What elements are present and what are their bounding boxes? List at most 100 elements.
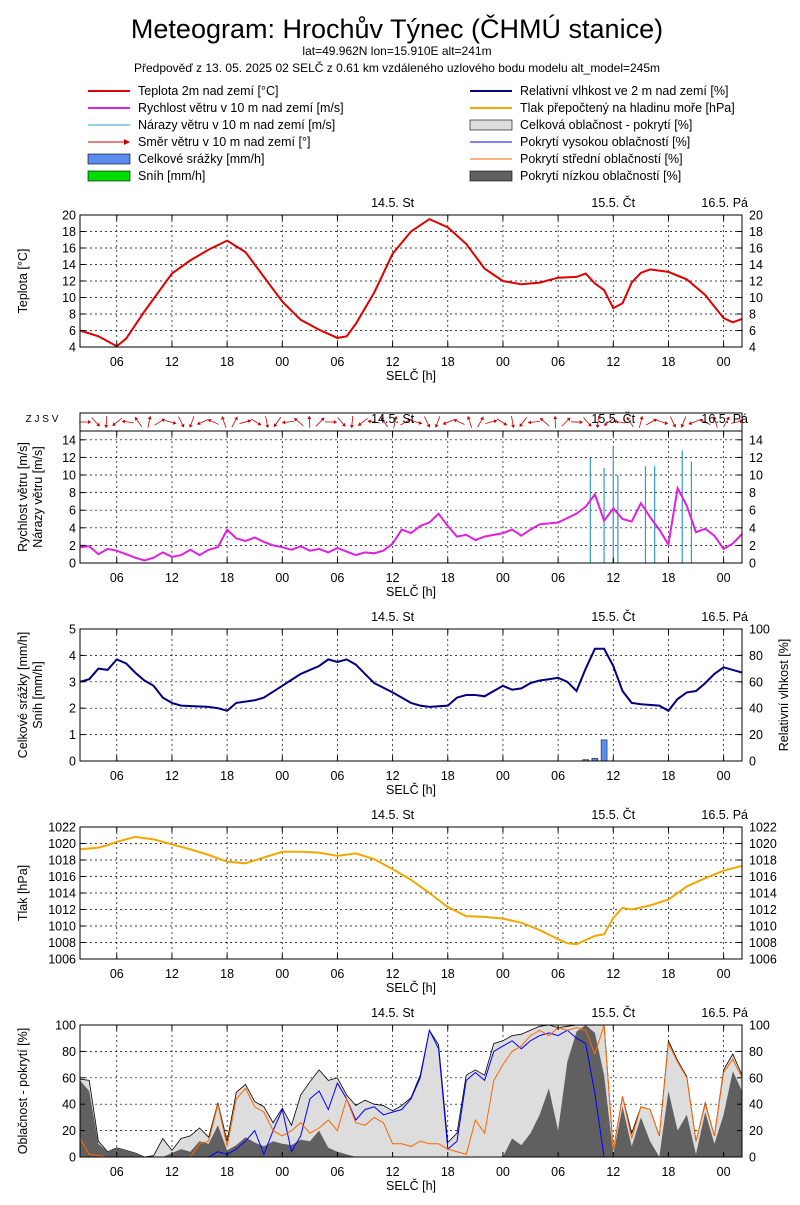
y-tick-label: 14 [62, 433, 76, 447]
x-tick-label: 12 [165, 355, 179, 369]
legend-swatch [88, 171, 130, 181]
x-tick-label: 00 [496, 355, 510, 369]
y-tick-label-right: 40 [749, 702, 763, 716]
x-tick-label: 18 [661, 355, 675, 369]
wind-direction-arrow [104, 416, 109, 428]
y-tick-label: 20 [62, 209, 76, 223]
x-tick-label: 06 [330, 1165, 344, 1179]
y-tick-label: 1008 [48, 936, 76, 950]
y-tick-label-right: 6 [749, 504, 756, 518]
y-tick-label: 0 [69, 557, 76, 571]
y-tick-label-right: 20 [749, 728, 763, 742]
x-tick-label: 00 [275, 571, 289, 585]
wind-direction-arrow [90, 416, 101, 428]
x-tick-label: 18 [441, 1165, 455, 1179]
legend-label: Nárazy větru v 10 m nad zemí [m/s] [138, 118, 335, 132]
wind-direction-arrow [314, 416, 325, 427]
wind-direction-arrow [146, 416, 152, 429]
x-tick-label: 06 [551, 967, 565, 981]
wind-direction-arrow [357, 417, 369, 428]
legend-item-right-0: Relativní vlhkost ve 2 m nad zemí [%] [470, 84, 728, 98]
x-tick-label: 18 [441, 355, 455, 369]
x-tick-label: 18 [441, 769, 455, 783]
x-tick-label: 18 [220, 967, 234, 981]
wind-direction-arrow [669, 416, 678, 429]
legend-swatch [88, 154, 130, 164]
wind-direction-arrow [509, 416, 515, 429]
legend-item-left-0: Teplota 2m nad zemí [°C] [88, 84, 278, 98]
wind-direction-arrow [656, 418, 669, 426]
y-tick-label: 10 [62, 291, 76, 305]
wind-direction-arrow [111, 417, 123, 428]
x-axis-label: SELČ [h] [386, 368, 436, 383]
legend-label: Směr větru v 10 m nad zemí [°] [138, 135, 310, 149]
y-tick-label: 20 [62, 1124, 76, 1138]
y-tick-label: 1 [69, 728, 76, 742]
wind-arrow-head [688, 421, 692, 426]
y-tick-label: 16 [62, 242, 76, 256]
x-tick-label: 06 [551, 1165, 565, 1179]
y-tick-label-right: 1022 [749, 821, 777, 835]
day-label: 16.5. Pá [701, 610, 748, 624]
y-axis-label: Tlak [hPa] [16, 865, 30, 921]
day-label: 15.5. Čt [591, 195, 635, 210]
legend-item-left-2: Nárazy větru v 10 m nad zemí [m/s] [88, 118, 335, 132]
y-tick-label: 1012 [48, 903, 76, 917]
day-label: 14.5. St [371, 196, 415, 210]
y-tick-label-right: 80 [749, 649, 763, 663]
wind-direction-arrow [220, 416, 228, 429]
wind-direction-arrow [133, 416, 143, 428]
y-tick-label-right: 8 [749, 486, 756, 500]
x-tick-label: 00 [717, 769, 731, 783]
x-tick-label: 18 [220, 355, 234, 369]
x-tick-label: 00 [717, 1165, 731, 1179]
wind-direction-arrow [688, 418, 701, 426]
y-tick-label: 60 [62, 1071, 76, 1085]
wind-arrow-head [234, 416, 239, 421]
wind-direction-arrow [350, 416, 355, 428]
wind-direction-arrow [122, 419, 134, 425]
wind-direction-arrow [453, 418, 466, 427]
y-tick-label-right: 20 [749, 209, 763, 223]
legend-label: Pokrytí vysokou oblačností [%] [520, 135, 690, 149]
wind-arrow-head [664, 421, 668, 426]
y-tick-label-right: 1008 [749, 936, 777, 950]
y-tick-label-right: 1014 [749, 887, 777, 901]
wind-direction-arrow [272, 416, 282, 428]
wind-speed-line [80, 488, 742, 560]
wind-arrow-head [272, 423, 277, 428]
y-tick-label: 8 [69, 308, 76, 322]
y-axis-label: Rychlost větru [m/s] [16, 442, 30, 552]
wind-direction-arrow [325, 420, 337, 424]
panel-frame [80, 629, 742, 761]
y-tick-label: 14 [62, 258, 76, 272]
y-tick-label-right: 12 [749, 275, 763, 289]
wind-direction-arrow [466, 416, 474, 429]
y-tick-label: 1022 [48, 821, 76, 835]
x-tick-label: 18 [661, 571, 675, 585]
legend-label: Relativní vlhkost ve 2 m nad zemí [%] [520, 84, 728, 98]
legend-item-right-2: Celková oblačnost - pokrytí [%] [470, 118, 692, 132]
wind-arrow-head [580, 420, 583, 424]
y-tick-label: 10 [62, 469, 76, 483]
chart-title: Meteogram: Hrochův Týnec (ČHMÚ stanice) [131, 13, 663, 44]
legend-arrowhead [124, 139, 130, 145]
day-label: 16.5. Pá [701, 412, 748, 426]
y-tick-label-right: 10 [749, 469, 763, 483]
y-tick-label: 12 [62, 275, 76, 289]
y-tick-label: 3 [69, 675, 76, 689]
y-tick-label: 1018 [48, 854, 76, 868]
y-tick-label: 1016 [48, 870, 76, 884]
y-tick-label-right: 14 [749, 258, 763, 272]
x-tick-label: 00 [275, 355, 289, 369]
wind-arrow-head [334, 420, 337, 424]
wind-arrow-head [196, 421, 200, 426]
x-tick-label: 06 [330, 571, 344, 585]
wind-arrow-head [161, 417, 166, 422]
y-tick-label-right: 16 [749, 242, 763, 256]
y-tick-label-right: 18 [749, 225, 763, 239]
wind-arrow-head [528, 420, 531, 424]
y-tick-label: 1020 [48, 837, 76, 851]
legend-label: Celkové srážky [mm/h] [138, 152, 264, 166]
